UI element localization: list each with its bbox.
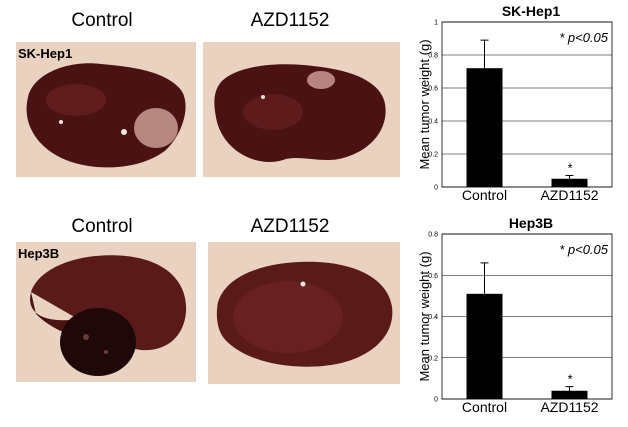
chart-title: SK-Hep1 [502, 3, 561, 19]
y-tick-label: 0.8 [428, 53, 438, 60]
significance-marker: * [567, 372, 573, 387]
x-category-label: AZD1152 [540, 187, 598, 203]
y-tick-label: 0.2 [428, 355, 438, 362]
plot-frame [441, 21, 613, 188]
x-category-label: AZD1152 [540, 399, 598, 415]
significance-annotation: * p<0.05 [559, 30, 609, 45]
significance-annotation: * p<0.05 [559, 242, 609, 257]
cell-line-label-hep: Hep3B [18, 246, 60, 261]
x-category-label: Control [462, 399, 507, 415]
y-tick-label: 0.4 [428, 314, 438, 321]
y-tick-label: 0.4 [428, 119, 438, 126]
bar-chart-sk-hep1: SK-Hep1 0 0.2 0.4 0.6 0.8 1 Control * AZD1152 * p<… [417, 2, 625, 203]
column-label-control-sk: Control [71, 10, 133, 31]
column-label-azd-sk: AZD1152 [250, 10, 330, 31]
bar [551, 178, 588, 187]
significance-marker: * [567, 160, 573, 175]
y-axis-label: Mean tumor weight (g) [417, 251, 432, 381]
column-label-control-hep: Control [71, 216, 133, 237]
y-tick-label: 0.8 [428, 232, 438, 239]
plot-frame [441, 233, 613, 400]
y-tick-label: 1 [434, 20, 438, 27]
y-tick-label: 0 [434, 397, 438, 404]
bar [466, 293, 503, 399]
x-category-label: Control [462, 187, 507, 203]
bar [466, 68, 503, 187]
liver-photo-sk-azd [203, 42, 400, 177]
column-label-azd-hep: AZD1152 [250, 216, 330, 237]
y-axis-label: Mean tumor weight (g) [417, 39, 432, 169]
bar [551, 390, 588, 399]
y-tick-label: 0.6 [428, 86, 438, 93]
liver-photo-sk-control [16, 42, 196, 177]
y-tick-label: 0.6 [428, 273, 438, 280]
y-tick-label: 0 [434, 185, 438, 192]
liver-photo-hep-azd [208, 242, 400, 384]
bar-chart-hep3b: Hep3B 0 0.2 0.4 0.6 0.8 Control * AZD1152 * p<0.0… [417, 214, 625, 415]
liver-photo-hep-control [16, 242, 196, 382]
chart-title: Hep3B [509, 215, 553, 231]
cell-line-label-sk: SK-Hep1 [18, 46, 73, 61]
y-tick-label: 0.2 [428, 152, 438, 159]
